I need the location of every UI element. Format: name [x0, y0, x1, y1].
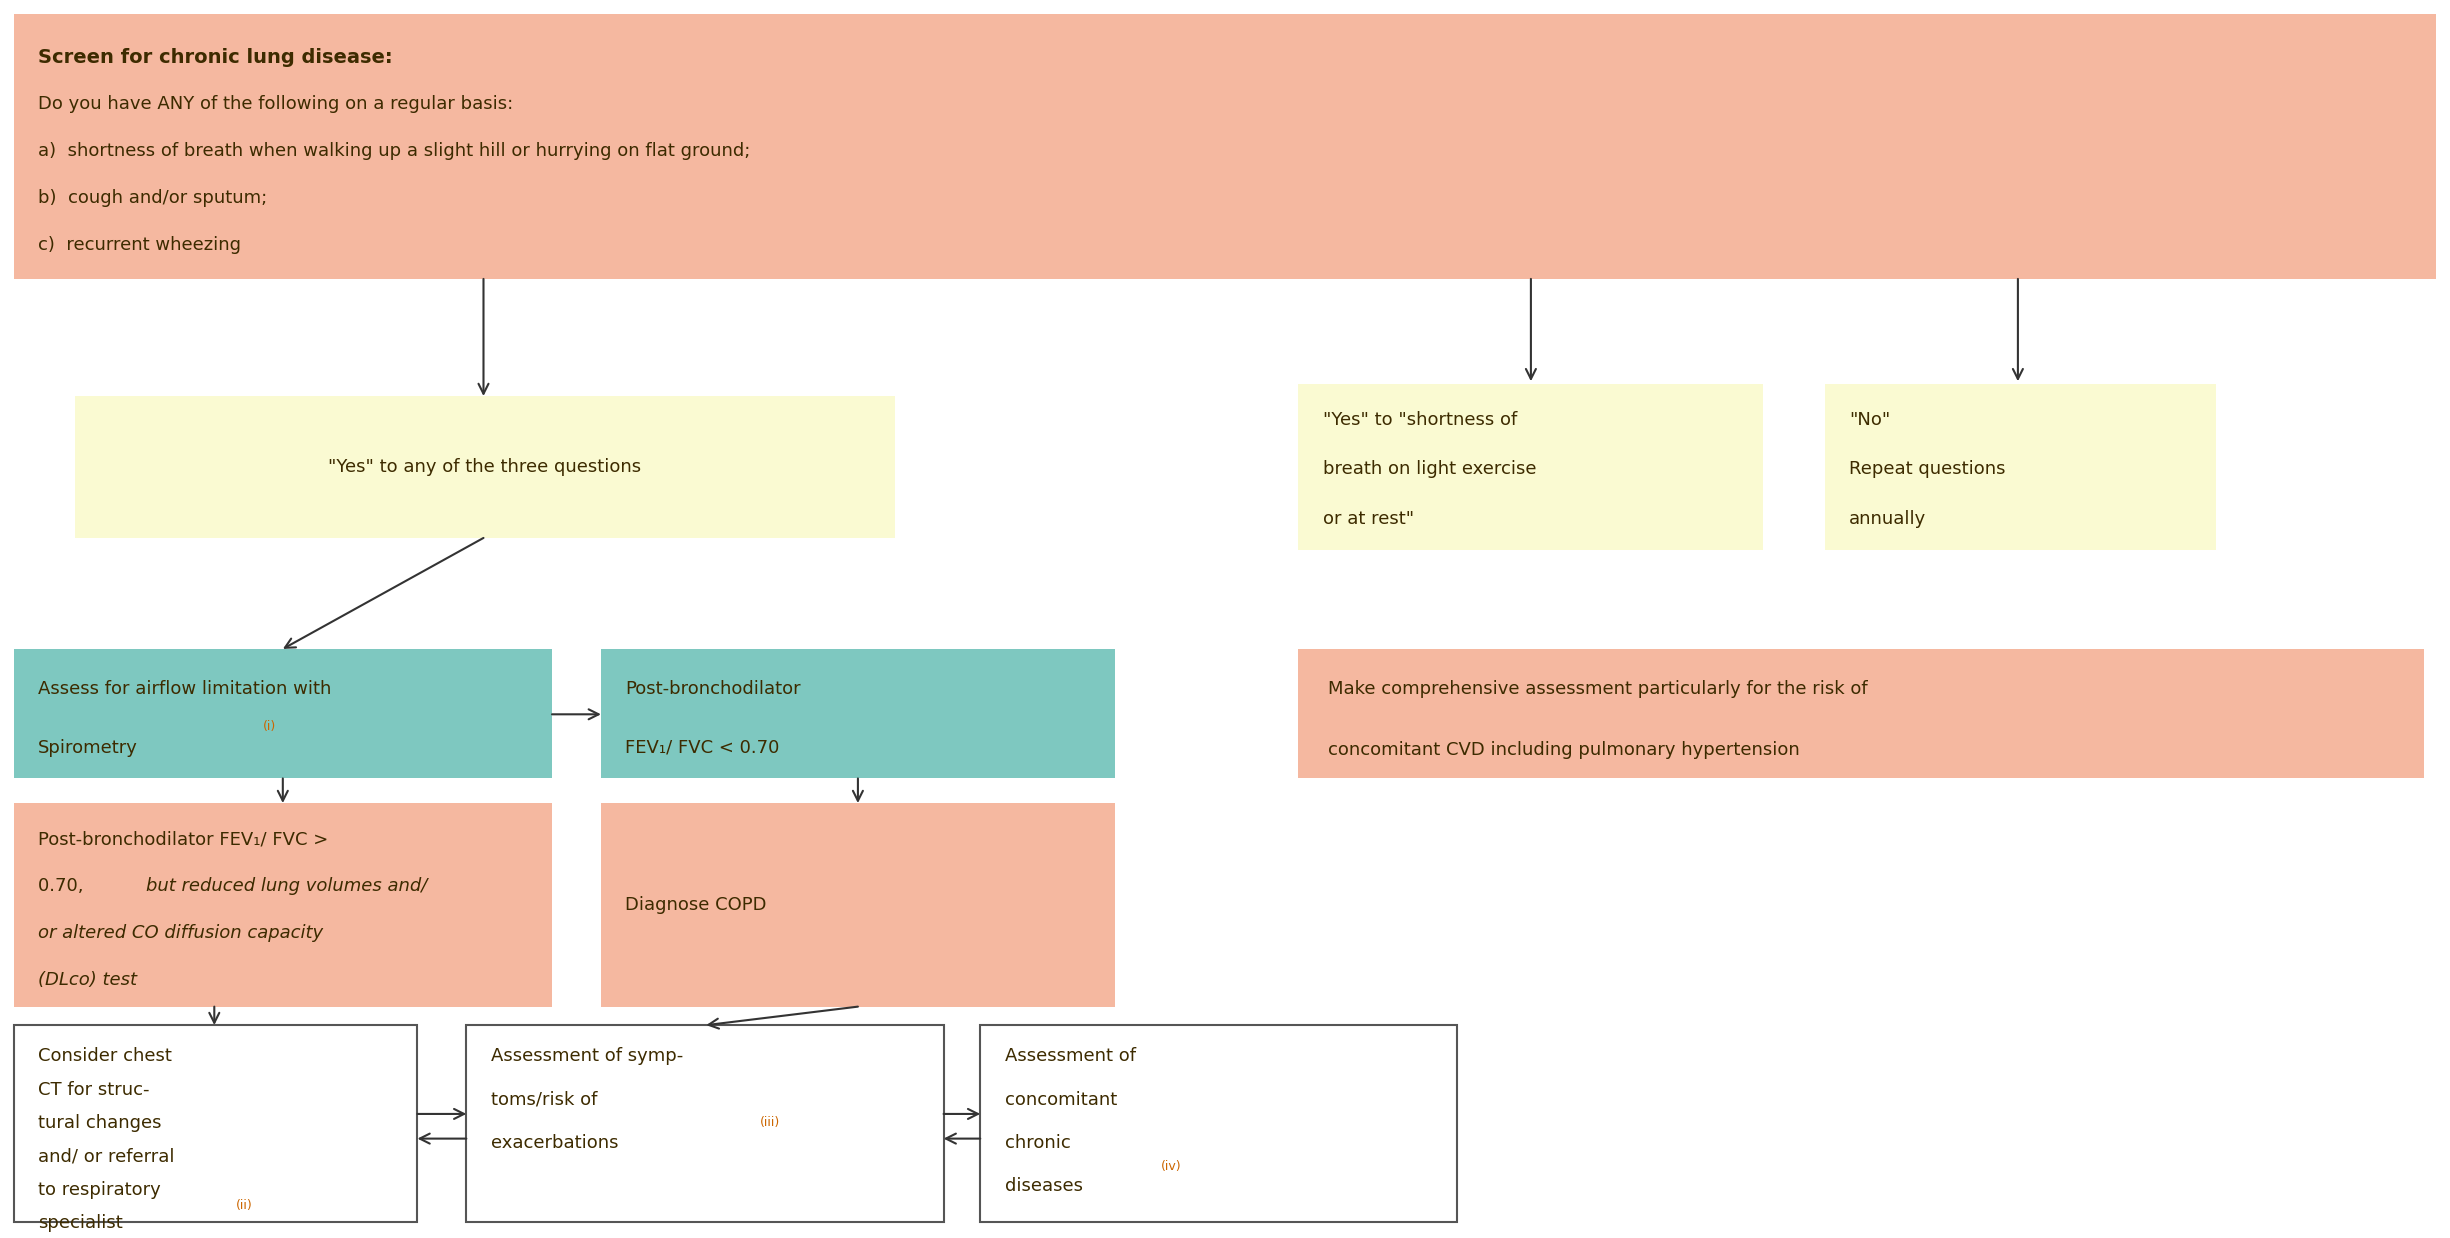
FancyBboxPatch shape	[1825, 384, 2217, 550]
Text: concomitant: concomitant	[1004, 1091, 1117, 1108]
Text: to respiratory: to respiratory	[39, 1181, 162, 1198]
FancyBboxPatch shape	[600, 649, 1115, 779]
Text: (ii): (ii)	[235, 1200, 252, 1212]
Text: b)  cough and/or sputum;: b) cough and/or sputum;	[39, 189, 267, 207]
Text: "Yes" to "shortness of: "Yes" to "shortness of	[1323, 411, 1517, 428]
Text: and/ or referral: and/ or referral	[39, 1148, 174, 1165]
FancyBboxPatch shape	[15, 1025, 416, 1222]
FancyBboxPatch shape	[466, 1025, 943, 1222]
Text: or altered CO diffusion capacity: or altered CO diffusion capacity	[39, 924, 323, 942]
FancyBboxPatch shape	[1298, 649, 2423, 779]
Text: Assess for airflow limitation with: Assess for airflow limitation with	[39, 680, 331, 698]
Text: exacerbations: exacerbations	[490, 1134, 617, 1151]
Text: Diagnose COPD: Diagnose COPD	[625, 896, 767, 914]
Text: chronic: chronic	[1004, 1134, 1071, 1151]
Text: (iii): (iii)	[760, 1117, 779, 1129]
FancyBboxPatch shape	[76, 396, 894, 539]
FancyBboxPatch shape	[1298, 384, 1764, 550]
Text: CT for struc-: CT for struc-	[39, 1081, 149, 1098]
Text: toms/risk of: toms/risk of	[490, 1091, 598, 1108]
Text: Assessment of symp-: Assessment of symp-	[490, 1047, 684, 1066]
Text: a)  shortness of breath when walking up a slight hill or hurrying on flat ground: a) shortness of breath when walking up a…	[39, 142, 750, 160]
Text: Screen for chronic lung disease:: Screen for chronic lung disease:	[39, 48, 392, 67]
FancyBboxPatch shape	[600, 803, 1115, 1006]
Text: Post-bronchodilator FEV₁/ FVC >: Post-bronchodilator FEV₁/ FVC >	[39, 831, 328, 848]
Text: Spirometry: Spirometry	[39, 739, 137, 756]
Text: "No": "No"	[1850, 411, 1891, 428]
Text: c)  recurrent wheezing: c) recurrent wheezing	[39, 235, 240, 254]
Text: breath on light exercise: breath on light exercise	[1323, 461, 1536, 478]
Text: Make comprehensive assessment particularly for the risk of: Make comprehensive assessment particular…	[1328, 680, 1867, 698]
Text: specialist: specialist	[39, 1213, 123, 1232]
FancyBboxPatch shape	[15, 649, 551, 779]
Text: FEV₁/ FVC < 0.70: FEV₁/ FVC < 0.70	[625, 739, 779, 756]
Text: Consider chest: Consider chest	[39, 1047, 172, 1066]
Text: annually: annually	[1850, 510, 1926, 527]
Text: Repeat questions: Repeat questions	[1850, 461, 2007, 478]
Text: but reduced lung volumes and/: but reduced lung volumes and/	[147, 877, 426, 895]
Text: 0.70,: 0.70,	[39, 877, 88, 895]
Text: (i): (i)	[262, 721, 277, 733]
Text: or at rest": or at rest"	[1323, 510, 1414, 527]
Text: concomitant CVD including pulmonary hypertension: concomitant CVD including pulmonary hype…	[1328, 742, 1801, 759]
Text: (iv): (iv)	[1161, 1160, 1181, 1172]
Text: tural changes: tural changes	[39, 1114, 162, 1132]
Text: Do you have ANY of the following on a regular basis:: Do you have ANY of the following on a re…	[39, 95, 514, 113]
FancyBboxPatch shape	[15, 803, 551, 1006]
FancyBboxPatch shape	[980, 1025, 1458, 1222]
Text: "Yes" to any of the three questions: "Yes" to any of the three questions	[328, 458, 642, 475]
Text: diseases: diseases	[1004, 1177, 1083, 1195]
FancyBboxPatch shape	[15, 14, 2435, 279]
Text: Post-bronchodilator: Post-bronchodilator	[625, 680, 801, 698]
Text: Assessment of: Assessment of	[1004, 1047, 1137, 1066]
Text: (DLco) test: (DLco) test	[39, 971, 137, 989]
